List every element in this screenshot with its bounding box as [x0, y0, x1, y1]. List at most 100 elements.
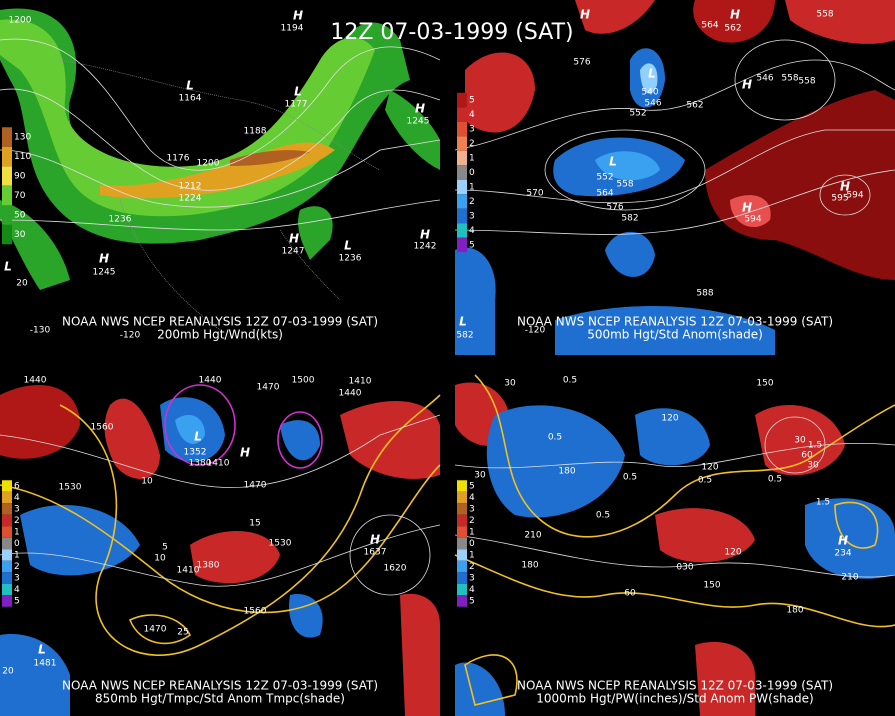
jet-band: [0, 200, 70, 290]
contour-label: 10: [154, 554, 166, 564]
contour-label: 30: [807, 461, 819, 471]
colorbar-label: 3: [469, 505, 475, 515]
anomaly-cold: [289, 594, 323, 638]
contour-pw: [834, 501, 879, 549]
contour-label: 1620: [384, 564, 407, 574]
colorbar-swatch: [2, 537, 12, 550]
anomaly-warm: [190, 531, 280, 584]
contour-label: 0.5: [698, 476, 712, 486]
contour-label: 1176: [167, 154, 190, 164]
contour-label: 546: [756, 74, 773, 84]
pressure-center: H: [420, 228, 430, 242]
colorbar-label: 5: [469, 597, 475, 607]
contour-label: 180: [558, 467, 575, 477]
contour-label: 30: [504, 379, 516, 389]
colorbar-swatch: [457, 92, 467, 108]
contour-label: 1352: [184, 448, 207, 458]
colorbar-label: 5: [469, 241, 475, 251]
colorbar-swatch: [457, 121, 467, 137]
colorbar-label: 0: [469, 168, 475, 178]
colorbar-label: 4: [469, 585, 475, 595]
colorbar-swatch: [2, 480, 12, 492]
contour-label: 1481: [34, 659, 57, 669]
colorbar-swatch: [457, 208, 467, 224]
pressure-center: H: [99, 252, 109, 266]
colorbar-swatch: [457, 583, 467, 596]
contour-label: 558: [816, 10, 833, 20]
colorbar-label: 2: [14, 516, 20, 526]
contour: [0, 88, 441, 191]
colorbar-label: 5: [469, 482, 475, 492]
contour-label: 1500: [292, 376, 315, 386]
contour-label: 1245: [93, 268, 116, 278]
contour-label: 1410: [177, 566, 200, 576]
contour-label: 558: [798, 77, 815, 87]
contour-label: 1224: [179, 194, 202, 204]
contour-label: 1637: [364, 548, 387, 558]
pressure-center: H: [370, 533, 380, 547]
anomaly-warm: [785, 0, 895, 44]
pressure-center: H: [289, 232, 299, 246]
contour-label: 60: [624, 589, 636, 599]
contour-label: -120: [120, 331, 141, 341]
colorbar-label: 3: [14, 505, 20, 515]
colorbar-label: 90: [14, 172, 26, 182]
anomaly-cold: [640, 63, 658, 94]
contour-label: 562: [724, 24, 741, 34]
contour-label: 1236: [339, 254, 362, 264]
pressure-center: H: [730, 8, 740, 22]
contour-label: 20: [2, 667, 14, 677]
colorbar-swatch: [457, 150, 467, 166]
contour-label: 1560: [244, 607, 267, 617]
colorbar-label: 70: [14, 191, 26, 201]
pressure-center: H: [580, 8, 590, 22]
colorbar-swatch: [457, 107, 467, 122]
contour: [454, 129, 895, 204]
contour-pw: [474, 374, 895, 538]
contour-label: 180: [521, 561, 538, 571]
colorbar-swatch: [2, 146, 12, 167]
colorbar-swatch: [2, 166, 12, 186]
colorbar-swatch: [457, 179, 467, 195]
contour-label: 25: [177, 628, 188, 638]
colorbar-swatch: [457, 136, 467, 151]
colorbar-label: 6: [14, 482, 20, 492]
anomaly-cold: [805, 498, 895, 579]
contour-label: 030: [676, 563, 693, 573]
contour-label: 234: [834, 549, 851, 559]
contour-label: 582: [456, 331, 473, 341]
anomaly-cold: [555, 306, 775, 355]
contour-label: 120: [724, 548, 741, 558]
colorbar-swatch: [2, 185, 12, 206]
contour-temp: [277, 411, 323, 469]
contour: [454, 534, 895, 578]
contour-label: 1.5: [808, 441, 822, 451]
anomaly-warm: [0, 385, 80, 459]
colorbar-label: 3: [14, 574, 20, 584]
contour-label: 552: [596, 173, 613, 183]
colorbar-label: 1: [14, 528, 20, 538]
contour-label: 210: [524, 531, 541, 541]
colorbar-label: 1: [14, 551, 20, 561]
colorbar-label: 0: [14, 539, 20, 549]
colorbar-label: 50: [14, 211, 26, 221]
anomaly-cold: [280, 420, 320, 461]
contour-label: 540: [641, 88, 658, 98]
anomaly-cold: [605, 231, 655, 277]
contour-label: 552: [629, 109, 646, 119]
caption-field: 500mb Hgt/Std Anom(shade): [587, 328, 763, 342]
contour-label: 0.5: [548, 433, 562, 443]
colorbar-label: 1: [469, 551, 475, 561]
colorbar-label: 30: [14, 230, 26, 240]
contour-label: 0.5: [596, 511, 610, 521]
colorbar-swatch: [457, 572, 467, 584]
contour-label: 15: [249, 519, 260, 529]
caption-field: 850mb Hgt/Tmpc/Std Anom Tmpc(shade): [95, 692, 345, 706]
pressure-center: H: [742, 78, 752, 92]
contour-label: 1380: [197, 561, 220, 571]
contour: [0, 414, 441, 488]
contour-temp: [128, 614, 192, 645]
contour-label: 1380: [189, 459, 212, 469]
contour-label: 594: [846, 191, 863, 201]
